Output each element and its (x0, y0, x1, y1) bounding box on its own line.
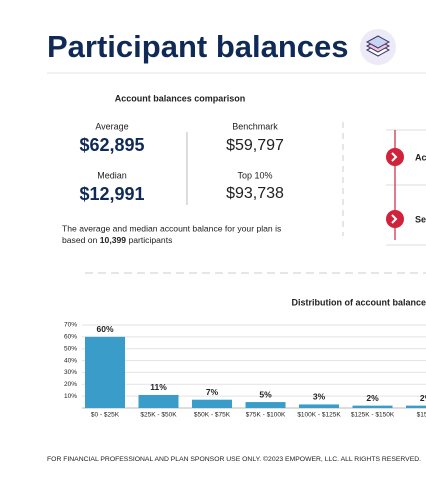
timeline-item: Se (415, 214, 426, 224)
value-label: 7% (206, 387, 219, 397)
bar (406, 405, 426, 408)
comparison-title: Account balances comparison (115, 93, 246, 103)
timeline-item: Ac (415, 152, 426, 162)
value-label: 2% (420, 393, 426, 403)
bar (138, 394, 179, 408)
stat-value: $59,797 (226, 137, 284, 154)
stat-value: $62,895 (79, 135, 144, 155)
note-text: based on (62, 235, 98, 245)
footer: FOR FINANCIAL PROFESSIONAL AND PLAN SPON… (47, 455, 421, 463)
y-tick-label: 70% (64, 322, 77, 329)
note-participants: 10,399 (100, 235, 127, 245)
timeline (386, 129, 426, 246)
stat-label: Top 10% (237, 170, 272, 180)
chart-title: Distribution of account balance (291, 297, 426, 307)
x-tick-label: $25K - $50K (140, 412, 177, 419)
x-tick-label: $150K (417, 412, 426, 419)
stat-label: Median (97, 170, 127, 180)
bar (192, 399, 232, 408)
y-tick-label: 30% (64, 369, 77, 376)
y-tick-label: 40% (64, 357, 77, 364)
stat-value: $93,738 (226, 185, 284, 202)
y-tick-label: 50% (64, 345, 77, 352)
y-tick-label: 60% (64, 334, 77, 341)
y-tick-label: 20% (64, 381, 77, 388)
title-icon (360, 29, 396, 65)
bar (299, 404, 339, 408)
value-label: 3% (313, 392, 326, 402)
note-text: participants (128, 235, 172, 245)
x-tick-label: $100K - $125K (297, 412, 341, 419)
x-tick-label: $125K - $150K (351, 412, 395, 419)
x-tick-label: $0 - $25K (91, 412, 120, 419)
x-tick-label: $50K - $75K (194, 412, 231, 419)
note-line: The average and median account balance f… (62, 223, 281, 233)
value-label: 5% (259, 389, 272, 399)
stat-value: $12,991 (79, 184, 144, 204)
stat-label: Benchmark (232, 121, 278, 131)
stat-label: Average (95, 121, 128, 131)
page-title: Participant balances (47, 29, 349, 64)
note-line: based on 10,399 participants (62, 235, 172, 245)
value-label: 60% (96, 324, 113, 334)
bar (85, 336, 125, 408)
bar (352, 405, 393, 408)
bar (245, 402, 286, 408)
x-tick-label: $75K - $100K (246, 412, 286, 419)
value-label: 11% (150, 382, 167, 392)
value-label: 2% (366, 393, 379, 403)
y-tick-label: 10% (64, 393, 77, 400)
